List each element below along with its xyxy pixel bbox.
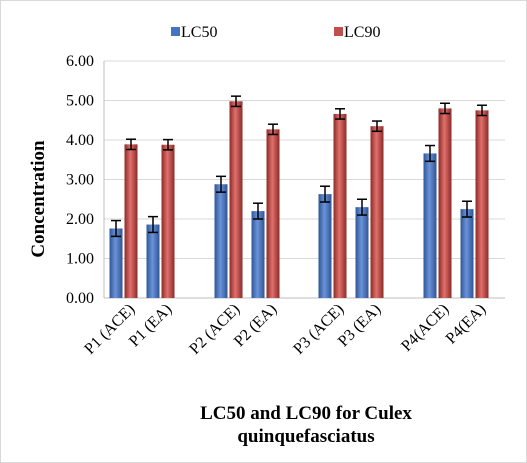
bar-lc90 <box>475 110 489 298</box>
y-tick-label: 4.00 <box>66 132 94 149</box>
legend: LC50 LC90 <box>171 24 380 41</box>
y-tick-label: 5.00 <box>66 93 94 110</box>
error-bars <box>111 95 487 238</box>
x-tick-labels: P1 (ACE)P1 (EA) P2 (ACE)P2 (EA) P3 (ACE)P3… <box>81 301 489 358</box>
bar-lc90 <box>333 113 347 299</box>
bar-lc90 <box>229 101 243 298</box>
bar-lc50 <box>146 224 160 298</box>
bar-lc50 <box>460 209 474 298</box>
chart-title-line-1: LC50 and LC90 for Culex <box>200 403 412 424</box>
y-tick-label: 3.00 <box>66 172 94 189</box>
x-tick-label: P4(ACE) <box>398 301 452 355</box>
bar-lc50 <box>214 184 228 298</box>
y-tick-label: 2.00 <box>66 211 94 228</box>
legend-label-lc90: LC90 <box>344 24 380 41</box>
y-axis-label: Concentration <box>28 140 49 258</box>
bars <box>109 101 489 299</box>
x-tick-label: P2 (ACE) <box>186 301 243 358</box>
x-tick-label: P3 (ACE) <box>290 301 347 358</box>
bar-lc90 <box>370 126 384 298</box>
bar-lc90 <box>161 144 175 298</box>
y-tick-label: 1.00 <box>66 251 94 268</box>
bar-lc90 <box>266 129 280 298</box>
legend-swatch-lc50 <box>171 27 180 36</box>
bar-lc90 <box>438 108 452 299</box>
bar-lc50 <box>355 207 369 298</box>
y-tick-label: 6.00 <box>66 53 94 70</box>
y-tick-labels: 0.00 1.00 2.00 3.00 4.00 5.00 6.00 <box>66 53 94 307</box>
chart-title-line-2: quinquefasciatus <box>237 426 374 447</box>
legend-label-lc50: LC50 <box>181 24 217 41</box>
bar-lc90 <box>124 144 138 298</box>
bar-lc50 <box>251 211 265 298</box>
x-tick-label: P1 (ACE) <box>81 301 138 358</box>
bar-lc50 <box>318 194 332 298</box>
bar-lc50 <box>109 228 123 298</box>
legend-swatch-lc90 <box>334 27 343 36</box>
y-tick-label: 0.00 <box>66 290 94 307</box>
x-tick-label: P4(EA) <box>443 301 490 348</box>
bar-lc50 <box>423 153 437 298</box>
